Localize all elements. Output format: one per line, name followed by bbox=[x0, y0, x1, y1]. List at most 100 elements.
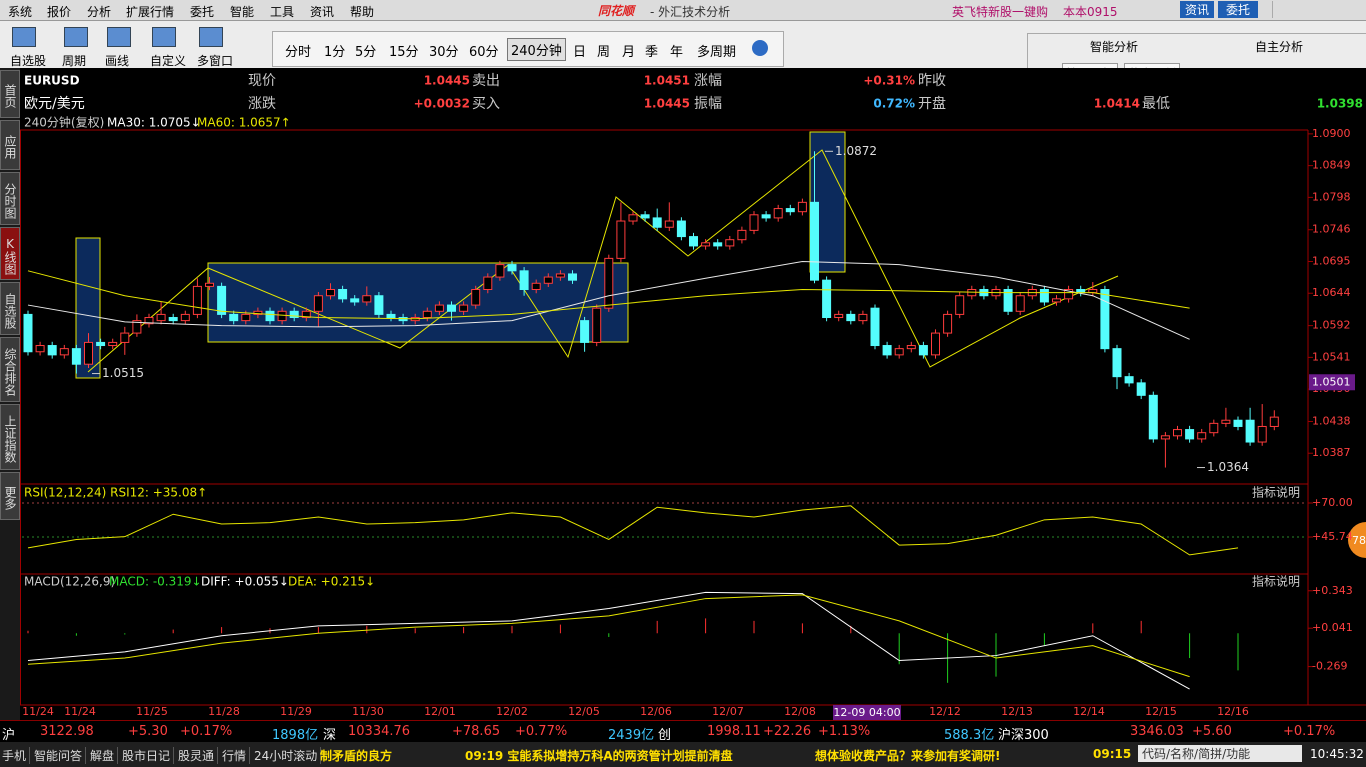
quote-value: +0.31% bbox=[863, 74, 915, 88]
badge[interactable] bbox=[1348, 522, 1366, 558]
menu-item[interactable]: 扩展行情 bbox=[126, 5, 175, 19]
menu-item[interactable]: 分析 bbox=[87, 5, 112, 19]
ticker-tab[interactable]: 股灵通 bbox=[178, 747, 219, 764]
quote-value: 1.0445 bbox=[644, 97, 690, 111]
menu-item[interactable]: 智能 bbox=[230, 5, 255, 19]
ma30-line bbox=[27, 260, 1190, 340]
menu-item[interactable]: 报价 bbox=[47, 5, 72, 19]
candle-body bbox=[217, 285, 227, 315]
y-tick-label: 1.0644 bbox=[1312, 286, 1351, 299]
period-btn[interactable]: 年 bbox=[670, 45, 684, 60]
period-btn[interactable]: 日 bbox=[573, 45, 587, 60]
period-btn[interactable]: 60分 bbox=[469, 45, 499, 60]
ticker-tab[interactable]: 股市日记 bbox=[122, 747, 175, 764]
period-btn[interactable]: 季 bbox=[645, 45, 659, 60]
x-tick-label: 11/29 bbox=[280, 705, 312, 718]
news-item[interactable]: 制矛盾的良方 bbox=[320, 749, 393, 763]
analysis-tab[interactable]: 自主分析 bbox=[1255, 40, 1304, 54]
period-btn[interactable]: 周 bbox=[597, 45, 611, 60]
candle-body bbox=[277, 310, 287, 322]
side-tab[interactable]: 应用 bbox=[0, 120, 20, 170]
period-btn[interactable]: 分时 bbox=[285, 45, 312, 60]
candle-body bbox=[156, 313, 166, 322]
news-btn[interactable]: 资讯 bbox=[1180, 1, 1214, 18]
y-tick-label: 1.0900 bbox=[1312, 127, 1351, 140]
quote-label: 现价 bbox=[248, 73, 276, 89]
trade-btn[interactable]: 委托 bbox=[1218, 1, 1258, 18]
candle-body bbox=[192, 285, 202, 315]
ticker-tab[interactable]: 手机 bbox=[2, 747, 31, 764]
period-btn[interactable]: 15分 bbox=[389, 45, 419, 60]
candle-body bbox=[858, 313, 868, 322]
candle-body bbox=[1015, 295, 1025, 312]
side-tab[interactable]: 首页 bbox=[0, 70, 20, 118]
candle-body bbox=[785, 208, 795, 213]
clock: 10:45:32 bbox=[1310, 747, 1364, 761]
candle-body bbox=[652, 217, 662, 228]
ticker-tab[interactable]: 智能问答 bbox=[34, 747, 87, 764]
ticker-bar: 手机 智能问答 解盘 股市日记 股灵通 行情 24小时滚动 制矛盾的良方 09:19 宝能系拟增… bbox=[0, 742, 1366, 767]
x-tick-label: 12/07 bbox=[712, 705, 744, 718]
menu-item[interactable]: 帮助 bbox=[350, 5, 375, 19]
macd-help[interactable]: 指标说明 bbox=[1252, 574, 1300, 589]
candle-body bbox=[253, 310, 263, 315]
side-tab[interactable]: 上证指数 bbox=[0, 404, 20, 470]
candle-body bbox=[822, 279, 832, 319]
side-tab[interactable]: 综合排名 bbox=[0, 337, 20, 402]
user[interactable]: 本本0915 bbox=[1063, 5, 1118, 19]
promo[interactable]: 英飞特新股一键购 bbox=[952, 5, 1049, 19]
candle-body bbox=[568, 273, 577, 281]
period-btn[interactable]: 月 bbox=[622, 45, 636, 60]
candle-body bbox=[773, 208, 783, 219]
tool-icon bbox=[64, 27, 88, 47]
candle-body bbox=[1257, 425, 1267, 443]
side-tab[interactable]: 分时图 bbox=[0, 172, 20, 225]
ticker-tab[interactable]: 行情 bbox=[222, 747, 251, 764]
box bbox=[207, 262, 629, 343]
tool-icon bbox=[12, 27, 36, 47]
period-btn[interactable]: 1分 bbox=[324, 45, 346, 60]
side-tab[interactable]: 自选股 bbox=[0, 282, 20, 335]
side-tab[interactable]: K线图 bbox=[0, 227, 20, 280]
ticker-tab[interactable]: 解盘 bbox=[90, 747, 119, 764]
y-tick-label: 1.0387 bbox=[1312, 446, 1351, 459]
side-tab[interactable]: 更多 bbox=[0, 472, 20, 520]
period-btn[interactable]: 多周期 bbox=[697, 45, 737, 60]
price-note: 1.0872 bbox=[835, 144, 877, 158]
tool-label[interactable]: 多窗口 bbox=[197, 54, 234, 68]
tool-label[interactable]: 自定义 bbox=[150, 54, 187, 68]
menu-item[interactable]: 资讯 bbox=[310, 5, 335, 19]
news-item[interactable]: 想体验收费产品？来参加有奖调研! bbox=[815, 749, 1001, 763]
candle-body bbox=[676, 220, 686, 238]
menu-item[interactable]: 工具 bbox=[270, 5, 295, 19]
rsi-help[interactable]: 指标说明 bbox=[1252, 485, 1300, 500]
ma30-label: MA30: 1.0705↓ bbox=[107, 116, 201, 130]
tool-label[interactable]: 周期 bbox=[62, 54, 87, 68]
candle-body bbox=[725, 239, 735, 247]
rsi-label: RSI(12,12,24) RSI12: +35.08↑ bbox=[24, 486, 207, 500]
news-item[interactable]: 09:19 宝能系拟增持万科A的两资管计划提前清盘 bbox=[465, 749, 733, 763]
toolbar: 自选股 周期 画线 自定义 多窗口 分时 1分 5分 15分 30分 60分 240分钟日周月季年多周… bbox=[0, 21, 1366, 97]
candle-body bbox=[555, 273, 565, 278]
period-btn[interactable]: 240分钟 bbox=[507, 38, 566, 61]
tool-label[interactable]: 画线 bbox=[105, 54, 130, 68]
candle-body bbox=[531, 282, 541, 291]
period-btn[interactable]: 30分 bbox=[429, 45, 459, 60]
period-btn[interactable]: 5分 bbox=[355, 45, 377, 60]
status-item: 沪 bbox=[2, 728, 16, 743]
x-tick-label: 11/28 bbox=[208, 705, 240, 718]
candle-body bbox=[313, 295, 323, 312]
candle-body bbox=[84, 341, 93, 365]
candle-body bbox=[265, 310, 275, 322]
menu-item[interactable]: 委托 bbox=[190, 5, 215, 19]
quote-label: 开盘 bbox=[918, 95, 946, 112]
quote-label: 买入 bbox=[472, 96, 500, 112]
ticker-tab[interactable]: 24小时滚动 bbox=[254, 747, 322, 764]
menu-item[interactable]: 系统 bbox=[8, 5, 33, 19]
tool-label[interactable]: 自选股 bbox=[10, 54, 47, 68]
y-tick-label: 1.0438 bbox=[1312, 414, 1351, 427]
search-box[interactable]: 代码/名称/简拼/功能 bbox=[1138, 745, 1302, 762]
x-tick-label: 12/08 bbox=[784, 705, 816, 718]
analysis-tab[interactable]: 智能分析 bbox=[1090, 40, 1139, 54]
